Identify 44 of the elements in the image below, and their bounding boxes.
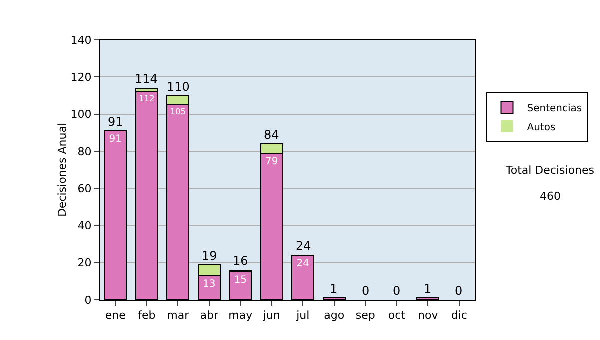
y-tick-label: 0 [84, 294, 92, 307]
legend-label: Sentencias [527, 103, 582, 114]
data-label: 91 [109, 134, 122, 145]
y-tick-label: 20 [78, 256, 92, 270]
y-tick-label: 40 [78, 220, 92, 233]
y-tick-label: 120 [70, 70, 92, 84]
x-tick-label: nov [418, 309, 439, 322]
x-tick-label: mar [167, 309, 190, 322]
total-label: 1 [424, 282, 432, 296]
y-tick-label: 80 [78, 145, 92, 158]
total-label: 91 [108, 115, 124, 129]
total-label: 24 [296, 239, 312, 253]
total-label: 0 [455, 284, 463, 298]
total-label: 114 [135, 72, 158, 86]
x-tick-label: oct [388, 309, 406, 322]
x-tick-label: ene [105, 309, 126, 322]
x-tick-label: abr [200, 309, 219, 322]
x-tick-label: feb [138, 309, 156, 322]
x-tick-label: sep [356, 309, 376, 322]
text: Total Decisiones [505, 164, 595, 177]
total-label: 0 [393, 284, 401, 298]
total-label: 19 [202, 249, 218, 263]
data-label: 24 [296, 258, 310, 270]
total-label: 0 [362, 284, 370, 298]
x-tick-label: dic [451, 309, 468, 322]
x-tick-label: jul [296, 309, 310, 322]
y-axis-title: Decisiones Anual [56, 122, 69, 218]
y-tick-label: 60 [78, 182, 92, 196]
data-label: 79 [266, 156, 278, 168]
total-label: 84 [264, 128, 280, 142]
data-label: 15 [234, 275, 247, 286]
legend-label: Autos [527, 122, 556, 134]
y-tick-label: 100 [70, 108, 92, 122]
total-label: 1 [330, 282, 338, 296]
total-label: 16 [233, 254, 248, 268]
data-label: 105 [170, 106, 186, 117]
data-label: 13 [203, 278, 216, 290]
data-label: 112 [138, 94, 155, 104]
x-tick-label: may [228, 309, 254, 322]
x-tick-label: ago [324, 309, 345, 322]
text: 460 [540, 190, 561, 203]
total-label: 110 [167, 80, 190, 94]
x-tick-label: jun [262, 309, 280, 322]
y-tick-label: 140 [70, 34, 92, 47]
